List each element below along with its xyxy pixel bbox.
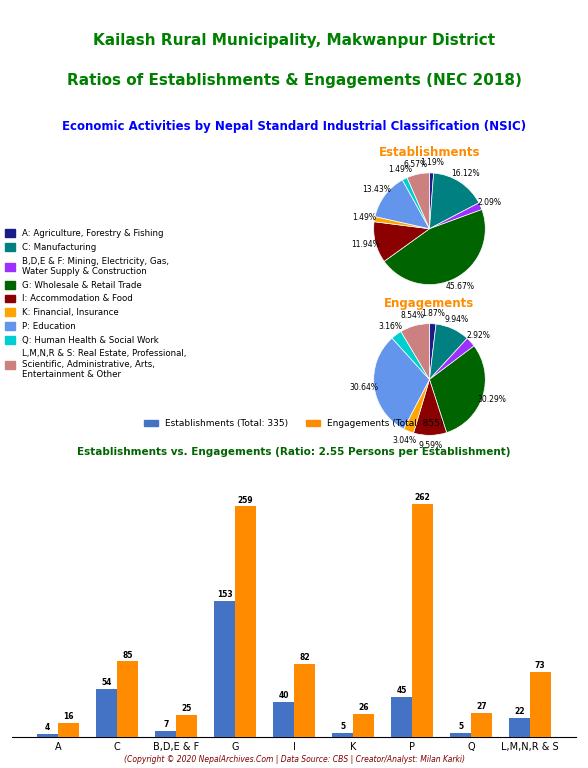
Text: 30.29%: 30.29% (478, 395, 507, 404)
Bar (58, 723, 79, 737)
Text: 40: 40 (279, 691, 289, 700)
Text: 1.87%: 1.87% (422, 310, 445, 318)
Text: 262: 262 (415, 493, 430, 502)
Wedge shape (429, 173, 433, 229)
Text: 5: 5 (340, 722, 345, 731)
Wedge shape (402, 177, 429, 229)
Wedge shape (429, 203, 482, 229)
Text: 82: 82 (299, 654, 310, 662)
Wedge shape (429, 346, 485, 432)
Wedge shape (401, 323, 429, 379)
Text: 2.92%: 2.92% (466, 331, 490, 339)
Bar (273, 702, 294, 737)
Legend: A: Agriculture, Forestry & Fishing, C: Manufacturing, B,D,E & F: Mining, Electri: A: Agriculture, Forestry & Fishing, C: M… (2, 227, 189, 382)
Bar (176, 715, 196, 737)
Text: Kailash Rural Municipality, Makwanpur District: Kailash Rural Municipality, Makwanpur Di… (93, 33, 495, 48)
Bar (38, 733, 58, 737)
Bar (215, 601, 235, 737)
Bar (471, 713, 492, 737)
Text: 25: 25 (181, 704, 192, 713)
Bar (96, 689, 117, 737)
Bar (353, 714, 373, 737)
Text: 16: 16 (63, 712, 74, 721)
Text: 259: 259 (238, 495, 253, 505)
Text: 1.19%: 1.19% (420, 158, 444, 167)
Title: Engagements: Engagements (385, 296, 475, 310)
Text: 73: 73 (535, 661, 546, 670)
Bar (235, 506, 256, 737)
Text: 16.12%: 16.12% (452, 169, 480, 178)
Text: Ratios of Establishments & Engagements (NEC 2018): Ratios of Establishments & Engagements (… (66, 73, 522, 88)
Text: Economic Activities by Nepal Standard Industrial Classification (NSIC): Economic Activities by Nepal Standard In… (62, 120, 526, 133)
Bar (332, 733, 353, 737)
Wedge shape (374, 217, 429, 229)
Text: 30.64%: 30.64% (350, 383, 379, 392)
Legend: Establishments (Total: 335), Engagements (Total: 855): Establishments (Total: 335), Engagements… (141, 415, 447, 432)
Text: 7: 7 (163, 720, 168, 730)
Text: 4: 4 (45, 723, 51, 732)
Bar (450, 733, 471, 737)
Text: 22: 22 (514, 707, 525, 716)
Wedge shape (429, 173, 479, 229)
Text: 8.54%: 8.54% (400, 312, 424, 320)
Text: (Copyright © 2020 NepalArchives.Com | Data Source: CBS | Creator/Analyst: Milan : (Copyright © 2020 NepalArchives.Com | Da… (123, 755, 465, 764)
Text: 153: 153 (217, 590, 232, 599)
Text: 3.04%: 3.04% (393, 436, 417, 445)
Wedge shape (413, 379, 447, 435)
Wedge shape (403, 379, 429, 433)
Text: 54: 54 (102, 678, 112, 687)
Wedge shape (375, 180, 429, 229)
Title: Establishments: Establishments (379, 146, 480, 159)
Text: 1.49%: 1.49% (388, 165, 412, 174)
Text: 2.09%: 2.09% (477, 197, 502, 207)
Wedge shape (373, 222, 429, 261)
Text: 45: 45 (396, 687, 407, 695)
Wedge shape (392, 332, 429, 379)
Text: 9.59%: 9.59% (418, 441, 442, 450)
Wedge shape (429, 323, 436, 379)
Text: 3.16%: 3.16% (378, 322, 402, 331)
Text: 9.94%: 9.94% (445, 315, 469, 324)
Wedge shape (429, 339, 474, 379)
Text: 5: 5 (458, 722, 463, 731)
Wedge shape (407, 173, 429, 229)
Text: 11.94%: 11.94% (351, 240, 380, 250)
Bar (294, 664, 315, 737)
Wedge shape (429, 324, 467, 379)
Text: 26: 26 (358, 703, 369, 712)
Bar (155, 731, 176, 737)
Text: 13.43%: 13.43% (362, 185, 391, 194)
Text: 6.57%: 6.57% (404, 160, 428, 169)
Bar (412, 504, 433, 737)
Title: Establishments vs. Engagements (Ratio: 2.55 Persons per Establishment): Establishments vs. Engagements (Ratio: 2… (77, 447, 511, 457)
Bar (117, 661, 138, 737)
Bar (392, 697, 412, 737)
Bar (530, 672, 550, 737)
Text: 27: 27 (476, 703, 487, 711)
Text: 85: 85 (122, 650, 133, 660)
Bar (509, 717, 530, 737)
Wedge shape (373, 338, 429, 429)
Text: 1.49%: 1.49% (353, 213, 376, 222)
Text: 45.67%: 45.67% (446, 283, 475, 292)
Wedge shape (384, 210, 485, 285)
